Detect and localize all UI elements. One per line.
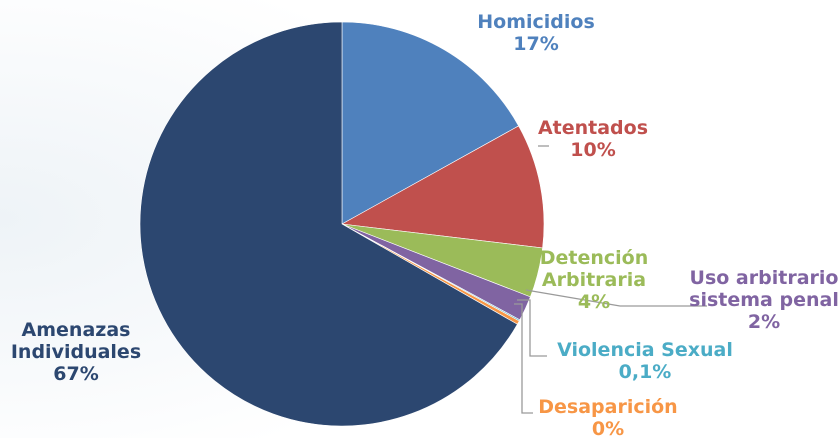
data-label-uso-arbitrario-sistema-penal: Uso arbitrario sistema penal 2% xyxy=(689,267,839,333)
pie-slice-atentados xyxy=(341,125,545,249)
data-label-violencia-sexual: Violencia Sexual 0,1% xyxy=(557,339,733,383)
data-label-homicidios: Homicidios 17% xyxy=(477,11,595,55)
pie-slice-amenazas-individuales xyxy=(139,21,518,427)
leader-line-desaparicion xyxy=(514,303,533,414)
data-label-amenazas-individuales: Amenazas Individuales 67% xyxy=(11,319,141,385)
data-label-desaparicion: Desaparición 0% xyxy=(538,396,677,438)
data-label-atentados: Atentados 10% xyxy=(538,117,648,161)
leader-line-uso-arbitrario-sistema-penal xyxy=(525,289,707,307)
leader-line-violencia-sexual xyxy=(517,299,547,357)
data-label-detencion-arbitraria: Detención Arbitraria 4% xyxy=(540,247,649,313)
pie-slice-homicidios xyxy=(341,21,520,225)
